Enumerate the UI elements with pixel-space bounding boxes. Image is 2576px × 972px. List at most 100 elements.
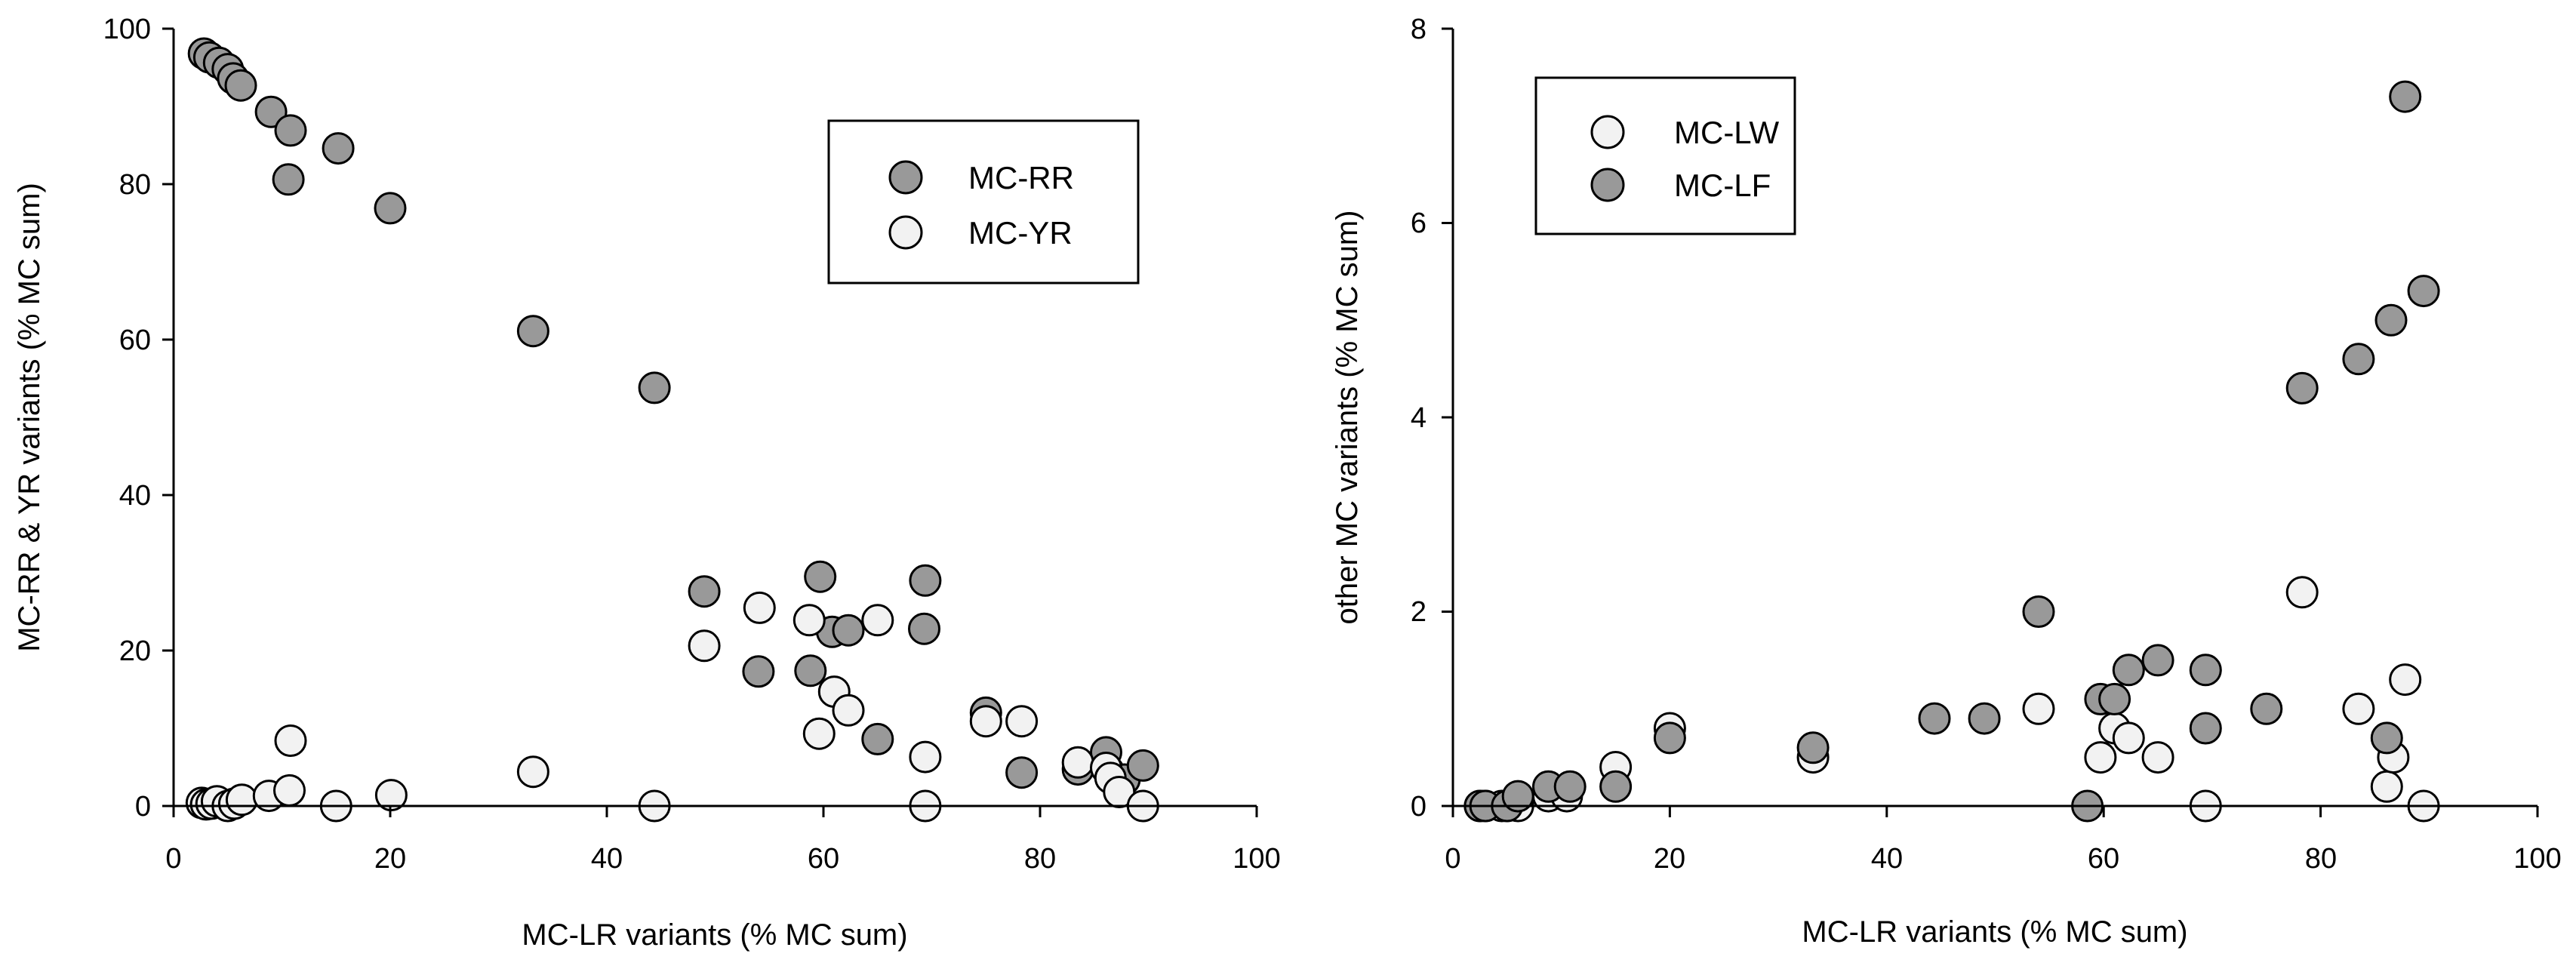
right-point-mc-lf [2141, 644, 2174, 677]
left-y-tick-label: 0 [135, 791, 151, 823]
left-point-mc-rr [322, 132, 355, 165]
right-x-tick-label: 40 [1871, 843, 1903, 875]
left-point-mc-rr [804, 560, 837, 593]
right-point-mc-lf [1796, 731, 1830, 764]
left-point-mc-rr [274, 114, 307, 147]
right-x-tick-label: 20 [1654, 843, 1685, 875]
left-point-mc-rr [1126, 749, 1159, 782]
left-point-mc-yr [969, 705, 1002, 738]
left-y-tick-label: 80 [119, 169, 151, 201]
legend-marker-mc-lf [1590, 168, 1625, 202]
legend-marker-mc-rr [888, 160, 923, 195]
left-point-mc-yr [688, 629, 721, 663]
right-point-mc-lf [2389, 80, 2422, 113]
left-point-mc-rr [272, 163, 305, 196]
right-point-mc-lw [2370, 770, 2403, 803]
right-point-mc-lw [2389, 663, 2422, 697]
left-legend-box [827, 119, 1140, 285]
right-x-tick-label: 60 [2088, 843, 2119, 875]
right-x-tick-label: 100 [2513, 843, 2561, 875]
left-point-mc-yr [1005, 705, 1039, 738]
left-point-mc-rr [638, 371, 671, 404]
legend-label-mc-yr: MC-YR [968, 215, 1073, 251]
left-point-mc-yr [743, 591, 776, 624]
left-point-mc-yr [909, 740, 942, 774]
right-point-mc-lf [2189, 654, 2222, 687]
left-point-mc-rr [742, 655, 775, 688]
right-y-tick-label: 2 [1411, 596, 1426, 628]
left-x-axis-label: MC-LR variants (% MC sum) [522, 918, 907, 952]
right-x-axis-label: MC-LR variants (% MC sum) [1802, 915, 2187, 949]
legend-label-mc-rr: MC-RR [968, 160, 1074, 195]
left-point-mc-yr [832, 694, 865, 727]
right-y-tick-label: 6 [1411, 208, 1426, 239]
right-point-mc-lw [2084, 741, 2117, 774]
left-point-mc-rr [832, 614, 865, 647]
right-point-mc-lf [2407, 275, 2440, 308]
left-point-mc-rr [794, 654, 827, 687]
right-point-mc-lw [2141, 741, 2174, 774]
left-x-tick-label: 20 [374, 843, 406, 875]
left-point-mc-rr [516, 315, 549, 348]
right-point-mc-lw [2112, 721, 2145, 755]
left-point-mc-yr [273, 774, 306, 807]
legend-marker-mc-yr [888, 215, 923, 250]
left-point-mc-yr [274, 724, 307, 757]
right-y-tick-label: 4 [1411, 402, 1426, 434]
left-point-mc-yr [792, 604, 826, 637]
left-point-mc-yr [802, 717, 836, 750]
right-point-mc-lf [2189, 712, 2222, 745]
left-y-axis-label: MC-RR & YR variants (% MC sum) [13, 183, 46, 652]
left-x-tick-label: 60 [808, 843, 839, 875]
left-x-tick-label: 40 [591, 843, 623, 875]
left-point-mc-yr [861, 604, 894, 637]
right-point-mc-lw [2022, 692, 2055, 725]
left-point-mc-yr [516, 755, 549, 789]
right-chart-marks [1463, 80, 2440, 823]
right-point-mc-lw [2285, 576, 2319, 609]
right-point-mc-lw [2342, 692, 2375, 725]
right-point-mc-lf [1553, 770, 1587, 803]
right-legend-box [1534, 76, 1796, 235]
left-point-mc-rr [224, 69, 257, 102]
legend-label-mc-lw: MC-LW [1674, 115, 1780, 150]
right-point-mc-lf [1599, 770, 1633, 803]
right-point-mc-lf [2342, 343, 2375, 376]
right-point-mc-lf [2370, 721, 2403, 755]
left-y-tick-label: 20 [119, 635, 151, 667]
left-point-mc-rr [1005, 756, 1039, 789]
left-y-tick-label: 40 [119, 480, 151, 512]
left-point-mc-yr [225, 783, 258, 817]
left-point-mc-rr [861, 722, 894, 755]
right-point-mc-lf [2098, 682, 2131, 715]
right-y-axis-label: other MC variants (% MC sum) [1331, 211, 1364, 625]
right-point-mc-lf [1501, 780, 1534, 813]
right-point-mc-lf [2112, 654, 2145, 687]
right-point-mc-lf [1918, 702, 1951, 735]
left-x-tick-label: 80 [1024, 843, 1056, 875]
right-y-tick-label: 8 [1411, 14, 1426, 45]
right-x-tick-label: 0 [1445, 843, 1460, 875]
right-point-mc-lf [2285, 371, 2319, 404]
legend-marker-mc-lw [1590, 115, 1625, 149]
left-point-mc-rr [909, 564, 942, 597]
right-x-tick-label: 80 [2305, 843, 2337, 875]
left-point-mc-yr [1061, 746, 1094, 779]
legend-label-mc-lf: MC-LF [1674, 168, 1771, 203]
left-point-mc-rr [254, 95, 288, 128]
left-point-mc-rr [374, 192, 407, 225]
left-x-tick-label: 100 [1233, 843, 1280, 875]
right-legend: MC-LW MC-LF [1534, 76, 1796, 235]
left-chart: 100 80 60 40 20 0 0 20 40 60 80 100 MC-L… [13, 14, 1281, 952]
left-y-tick-label: 60 [119, 325, 151, 356]
left-point-mc-rr [908, 612, 940, 645]
right-chart: 8 6 4 2 0 0 20 40 60 80 100 MC-LR varian… [1331, 14, 2562, 949]
right-point-mc-lf [1968, 702, 2001, 735]
left-point-mc-rr [688, 575, 721, 608]
right-point-mc-lf [2374, 303, 2408, 337]
right-point-mc-lf [1653, 721, 1686, 755]
left-y-tick-label: 100 [103, 14, 151, 45]
left-legend: MC-RR MC-YR [827, 119, 1140, 285]
right-point-mc-lf [2250, 692, 2283, 725]
